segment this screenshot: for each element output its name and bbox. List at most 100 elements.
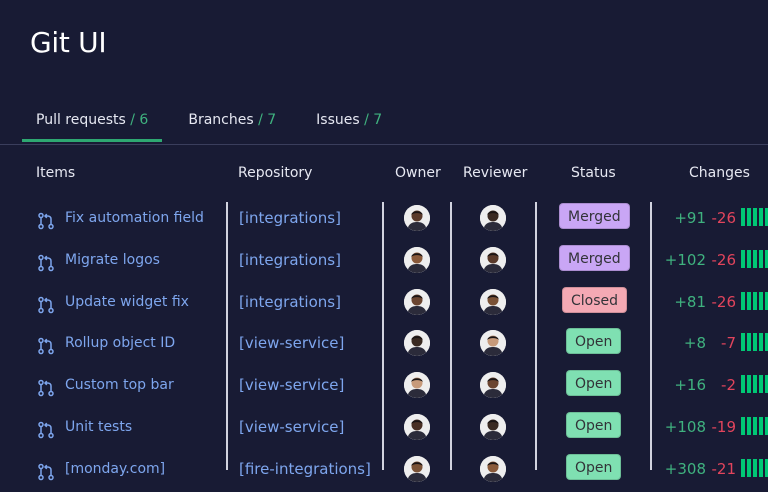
change-bar (741, 292, 768, 310)
reviewer-avatar[interactable] (480, 414, 506, 440)
change-bar-segment (741, 333, 745, 351)
change-bar-segment (759, 250, 763, 268)
reviewer-avatar[interactable] (480, 289, 506, 315)
change-bar (741, 375, 768, 393)
deletions-count: -26 (711, 209, 737, 227)
column-divider (535, 202, 537, 470)
change-bar-segment (765, 250, 768, 268)
deletions-count: -21 (711, 460, 737, 478)
owner-avatar[interactable] (404, 372, 430, 398)
change-bar-segment (741, 459, 745, 477)
table-row[interactable]: Rollup object ID [view-service] Open +8 -7 (0, 324, 768, 366)
tabs-divider (0, 144, 768, 145)
tab-issues[interactable]: Issues / 7 (302, 108, 396, 140)
pull-request-icon (37, 379, 55, 397)
change-bar-segment (759, 375, 763, 393)
repository-link[interactable]: [view-service] (239, 418, 345, 436)
tab-branches[interactable]: Branches / 7 (174, 108, 290, 140)
additions-count: +16 (674, 376, 706, 394)
pull-request-title[interactable]: [monday.com] (65, 461, 166, 477)
owner-avatar[interactable] (404, 247, 430, 273)
pull-request-title[interactable]: Migrate logos (65, 252, 160, 268)
column-header-reviewer[interactable]: Reviewer (463, 165, 528, 181)
pull-request-title[interactable]: Fix automation field (65, 210, 204, 226)
reviewer-avatar[interactable] (480, 247, 506, 273)
repository-link[interactable]: [view-service] (239, 334, 345, 352)
additions-count: +81 (674, 293, 706, 311)
pull-request-title[interactable]: Rollup object ID (65, 335, 176, 351)
pull-request-title[interactable]: Unit tests (65, 419, 133, 435)
change-bar-segment (747, 459, 751, 477)
status-badge[interactable]: Merged (559, 245, 630, 271)
pull-request-icon (37, 421, 55, 439)
deletions-count: -26 (711, 251, 737, 269)
change-bar (741, 417, 768, 435)
status-badge[interactable]: Open (566, 370, 622, 396)
repository-link[interactable]: [integrations] (239, 251, 341, 269)
status-badge[interactable]: Closed (562, 287, 628, 313)
change-bar (741, 333, 768, 351)
owner-avatar[interactable] (404, 330, 430, 356)
column-divider (226, 202, 228, 470)
additions-count: +102 (664, 251, 706, 269)
change-bar-segment (747, 333, 751, 351)
change-bar-segment (741, 292, 745, 310)
table-row[interactable]: [monday.com] [fire-integrations] Open +308-… (0, 450, 768, 492)
table-row[interactable]: Custom top bar [view-service] Open +16 -2 (0, 366, 768, 408)
tab-bar: Pull requests / 6 Branches / 7 Issues / … (22, 108, 396, 144)
reviewer-avatar[interactable] (480, 456, 506, 482)
table-row[interactable]: Update widget fix [integrations] Closed +81… (0, 283, 768, 325)
repository-link[interactable]: [integrations] (239, 209, 341, 227)
repository-link[interactable]: [view-service] (239, 376, 345, 394)
change-bar-segment (747, 208, 751, 226)
change-bar-segment (747, 375, 751, 393)
pull-request-icon (37, 463, 55, 481)
table-row[interactable]: Migrate logos [integrations] Merged +102 -26 (0, 241, 768, 283)
change-bar (741, 250, 768, 268)
column-header-owner[interactable]: Owner (395, 165, 441, 181)
tab-count: / 7 (364, 112, 383, 128)
tab-pull-requests[interactable]: Pull requests / 6 (22, 108, 163, 142)
reviewer-avatar[interactable] (480, 330, 506, 356)
status-badge[interactable]: Merged (559, 203, 630, 229)
app-title: Git UI (30, 26, 107, 59)
reviewer-avatar[interactable] (480, 372, 506, 398)
change-bar-segment (759, 417, 763, 435)
change-bar-segment (753, 208, 757, 226)
owner-avatar[interactable] (404, 289, 430, 315)
column-header-repository[interactable]: Repository (238, 165, 313, 181)
repository-link[interactable]: [fire-integrations] (239, 460, 371, 478)
owner-avatar[interactable] (404, 456, 430, 482)
table-row[interactable]: Fix automation field [integrations] Merged… (0, 199, 768, 241)
change-bar-segment (765, 208, 768, 226)
owner-avatar[interactable] (404, 205, 430, 231)
pull-request-title[interactable]: Custom top bar (65, 377, 174, 393)
change-bar-segment (747, 292, 751, 310)
pull-request-title[interactable]: Update widget fix (65, 294, 189, 310)
change-bar-segment (741, 417, 745, 435)
tab-count: / 6 (130, 112, 149, 128)
change-bar (741, 208, 768, 226)
table-row[interactable]: Unit tests [view-service] Open +108 -19 (0, 408, 768, 450)
deletions-count: -19 (711, 418, 737, 436)
additions-count: +91 (674, 209, 706, 227)
status-badge[interactable]: Open (566, 454, 622, 480)
owner-avatar[interactable] (404, 414, 430, 440)
pull-request-icon (37, 296, 55, 314)
change-bar-segment (753, 459, 757, 477)
column-header-status[interactable]: Status (571, 165, 616, 181)
change-bar-segment (741, 375, 745, 393)
status-badge[interactable]: Open (566, 328, 622, 354)
change-bar-segment (741, 250, 745, 268)
change-bar-segment (747, 250, 751, 268)
status-badge[interactable]: Open (566, 412, 622, 438)
column-header-items[interactable]: Items (36, 165, 76, 181)
deletions-count: -2 (721, 376, 736, 394)
column-header-changes[interactable]: Changes (689, 165, 750, 181)
change-bar-segment (753, 417, 757, 435)
pull-request-icon (37, 254, 55, 272)
tab-label: Branches (188, 112, 254, 128)
change-bar-segment (765, 417, 768, 435)
repository-link[interactable]: [integrations] (239, 293, 341, 311)
reviewer-avatar[interactable] (480, 205, 506, 231)
